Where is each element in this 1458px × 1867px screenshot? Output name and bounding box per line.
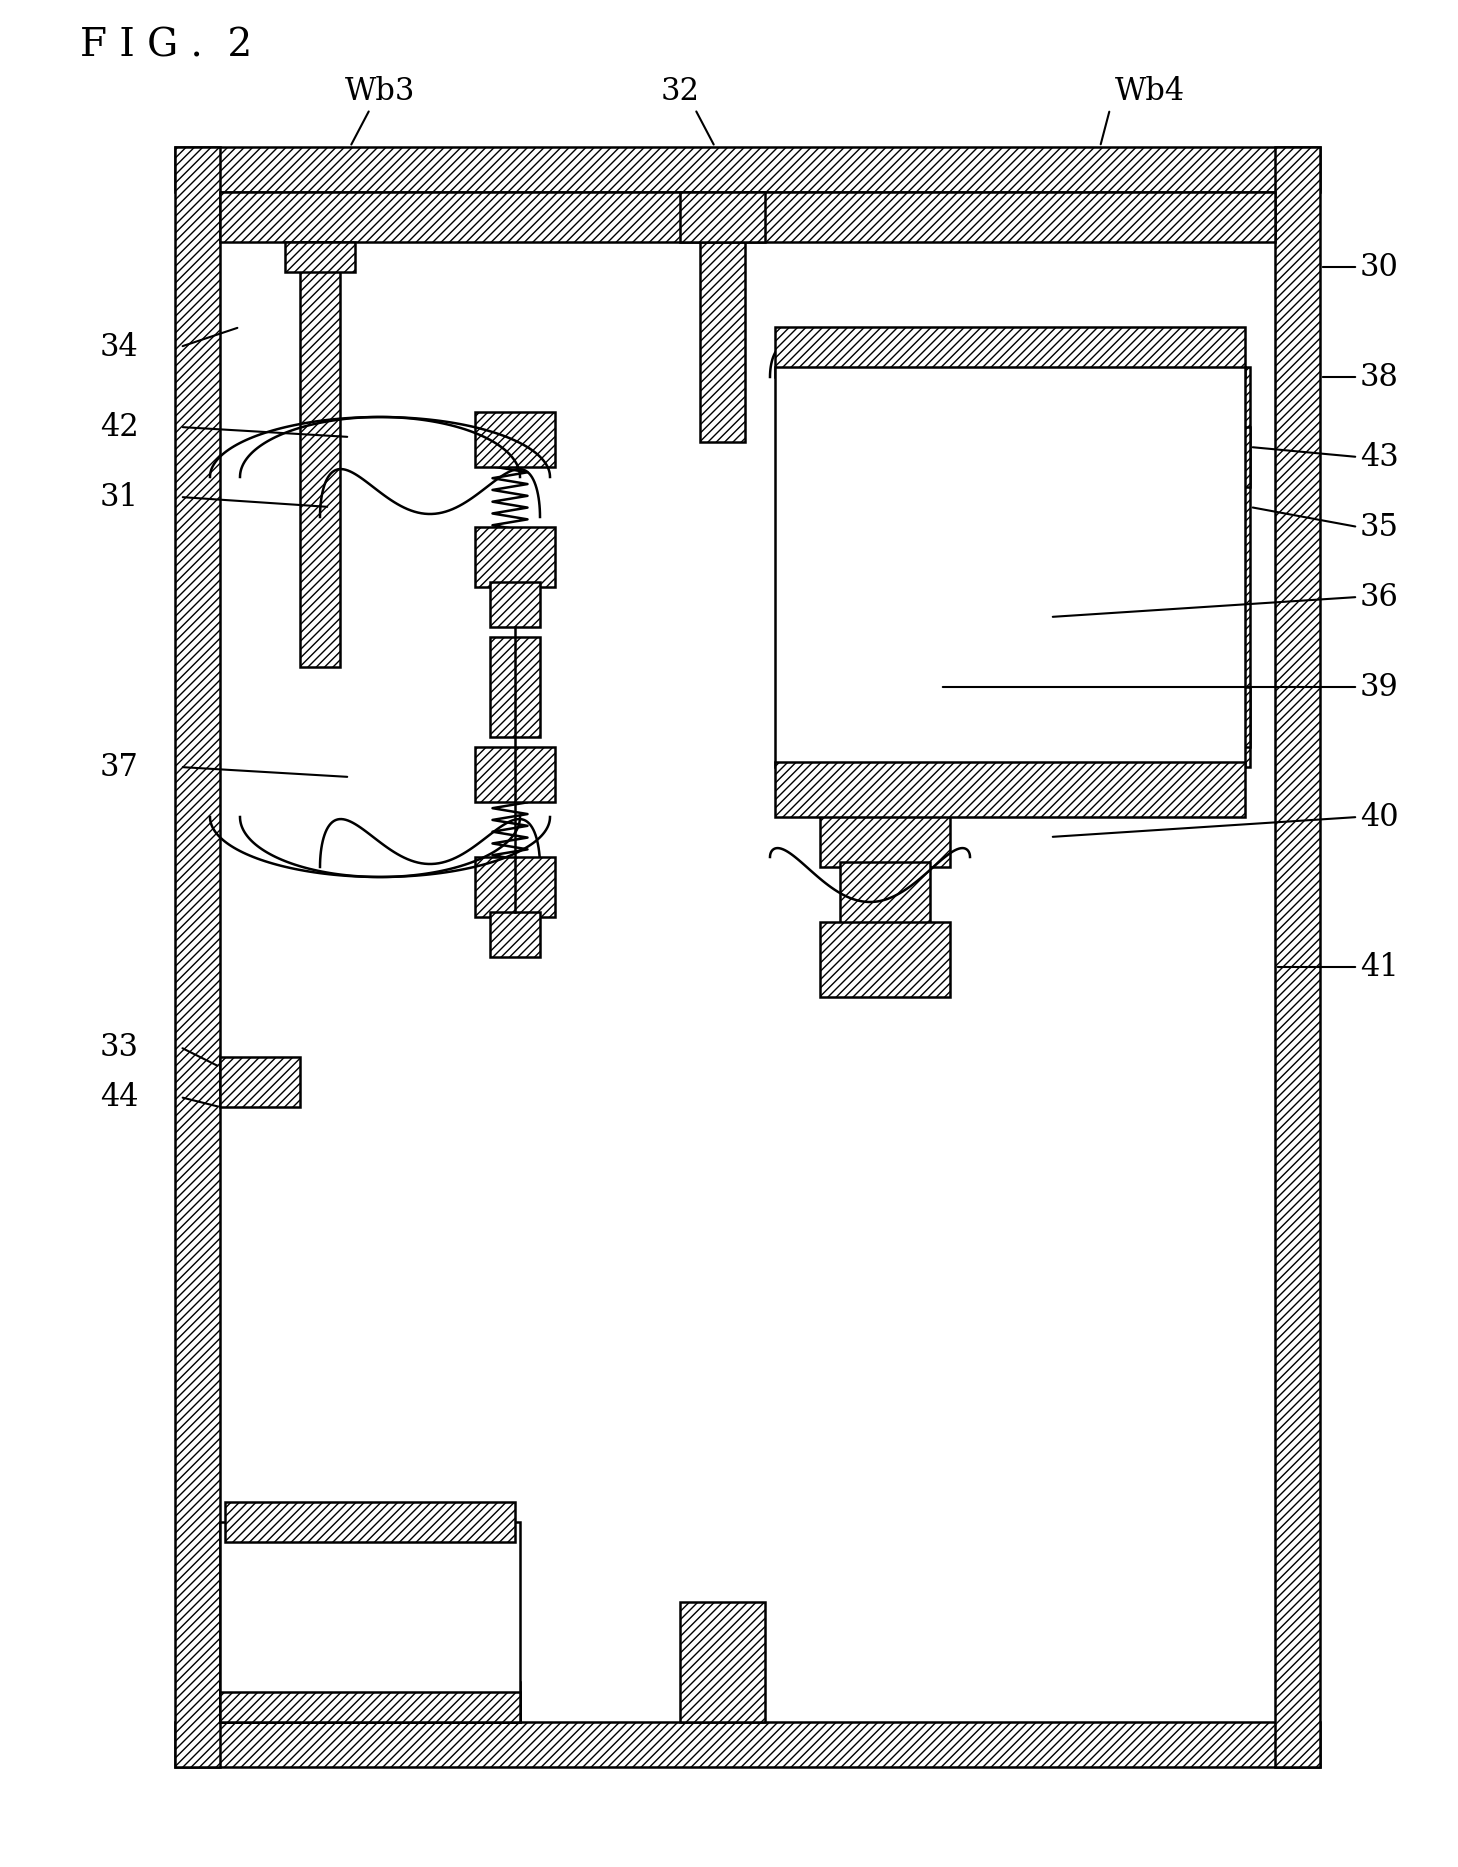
Text: 37: 37	[101, 752, 139, 782]
Bar	[889, 386, 970, 457]
Bar	[175, 1721, 1319, 1766]
Bar	[854, 637, 920, 687]
Text: 30: 30	[1360, 252, 1398, 282]
Bar	[700, 243, 745, 442]
Text: F I G .  2: F I G . 2	[80, 26, 252, 63]
Text: 43: 43	[1360, 441, 1398, 472]
Text: Wb3: Wb3	[344, 77, 416, 106]
Bar	[175, 147, 220, 1766]
Bar	[475, 747, 555, 803]
Bar	[840, 747, 935, 767]
Text: 44: 44	[101, 1081, 139, 1113]
Bar	[220, 1057, 300, 1107]
Bar	[1169, 687, 1250, 747]
Bar	[220, 1692, 521, 1721]
Text: 42: 42	[101, 411, 139, 442]
Bar	[1274, 147, 1319, 1766]
Text: 41: 41	[1360, 952, 1398, 982]
Text: 34: 34	[101, 332, 139, 362]
Bar	[679, 192, 765, 243]
Bar	[220, 1522, 521, 1721]
Bar	[840, 523, 930, 568]
Bar	[776, 327, 1245, 377]
Text: 40: 40	[1360, 801, 1398, 833]
Bar	[284, 243, 354, 273]
Text: 38: 38	[1360, 362, 1398, 392]
Bar	[220, 192, 700, 243]
Bar	[225, 1501, 515, 1542]
Text: 33: 33	[101, 1031, 139, 1062]
Bar	[490, 637, 539, 737]
Bar	[175, 147, 1319, 192]
Bar	[745, 192, 1274, 243]
Bar	[819, 788, 951, 866]
Text: 36: 36	[1360, 581, 1398, 612]
Text: 32: 32	[660, 77, 700, 106]
Bar	[780, 386, 860, 457]
Bar	[776, 762, 1245, 818]
Text: 39: 39	[1360, 672, 1398, 702]
Bar	[776, 368, 1245, 767]
Bar	[490, 583, 539, 627]
Text: 31: 31	[101, 482, 139, 513]
Bar	[840, 568, 935, 586]
Bar	[220, 1682, 521, 1721]
Bar	[840, 863, 930, 928]
Bar	[1200, 368, 1250, 767]
Bar	[300, 243, 340, 667]
Bar	[475, 526, 555, 586]
Bar	[1169, 428, 1250, 487]
Bar	[819, 922, 951, 997]
Text: Wb4: Wb4	[1115, 77, 1185, 106]
Bar	[475, 413, 555, 467]
Bar	[819, 446, 951, 526]
Bar	[490, 911, 539, 958]
Bar	[679, 1602, 765, 1721]
Bar	[475, 857, 555, 917]
Text: 35: 35	[1360, 512, 1400, 543]
Bar	[840, 568, 935, 767]
